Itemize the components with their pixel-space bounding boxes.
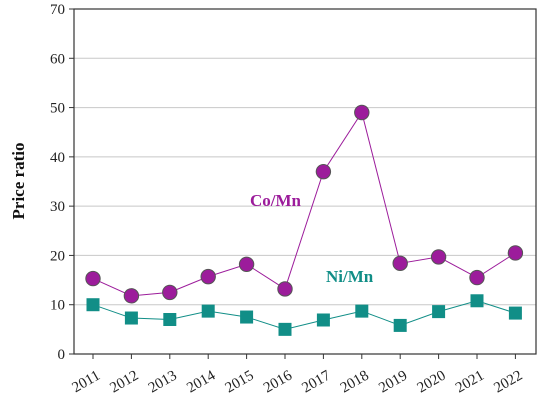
- y-tick-label: 40: [50, 150, 65, 166]
- x-tick-label: 2017: [299, 367, 333, 396]
- data-point-square: [432, 305, 446, 319]
- y-tick-label: 20: [50, 248, 65, 264]
- y-axis: 0 10 20 30 40 50 60 70: [50, 2, 74, 363]
- x-tick-label: 2011: [69, 368, 103, 397]
- data-point-circle: [469, 269, 485, 286]
- data-point-circle: [200, 268, 216, 285]
- data-point-circle: [162, 284, 178, 301]
- y-tick-label: 30: [50, 199, 65, 215]
- x-tick-label: 2016: [261, 367, 295, 396]
- data-point-square: [86, 298, 100, 312]
- x-axis: 2011 2012 2013 2014 2015 2016 2017 2018 2019 2020…: [69, 354, 525, 396]
- data-point-square: [240, 310, 254, 324]
- y-tick-label: 60: [50, 51, 65, 67]
- x-tick-label: 2013: [146, 368, 180, 397]
- data-point-square: [124, 311, 138, 325]
- series-co-mn: [85, 104, 524, 304]
- x-tick-label: 2020: [415, 368, 449, 397]
- y-tick-label: 10: [50, 298, 65, 314]
- data-point-circle: [123, 288, 140, 304]
- y-tick-label: 70: [50, 2, 65, 18]
- data-point-circle: [354, 104, 370, 121]
- x-tick-label: 2014: [184, 367, 218, 396]
- data-point-square: [163, 313, 177, 326]
- x-tick-label: 2018: [338, 368, 372, 397]
- series-label-co-mn: Co/Mn: [250, 191, 302, 210]
- y-tick-label: 0: [58, 347, 66, 363]
- series-layer: [85, 104, 524, 336]
- data-point-circle: [315, 163, 332, 180]
- data-point-square: [355, 304, 369, 318]
- x-tick-label: 2019: [376, 368, 410, 397]
- y-axis-title: Price ratio: [9, 143, 28, 220]
- data-point-square: [201, 304, 215, 318]
- x-tick-label: 2022: [491, 368, 525, 397]
- x-tick-label: 2015: [223, 368, 257, 397]
- plot-border: [73, 8, 537, 355]
- series-label-ni-mn: Ni/Mn: [326, 267, 374, 286]
- y-tick-label: 50: [50, 101, 65, 117]
- x-tick-label: 2012: [107, 368, 141, 397]
- plot-frame: [73, 8, 537, 355]
- series-line: [92, 111, 516, 297]
- data-point-square: [316, 313, 330, 327]
- data-point-circle: [277, 281, 293, 297]
- x-tick-label: 2021: [453, 368, 487, 397]
- data-point-square: [393, 318, 407, 332]
- data-point-circle: [392, 255, 408, 272]
- data-point-circle: [85, 270, 101, 287]
- grid: [74, 57, 536, 306]
- data-point-square: [470, 294, 484, 308]
- data-point-square: [278, 322, 292, 336]
- data-point-circle: [238, 256, 255, 272]
- data-point-square: [508, 306, 522, 320]
- series-ni-mn: [86, 294, 522, 336]
- data-point-circle: [430, 249, 447, 265]
- data-point-circle: [507, 245, 524, 261]
